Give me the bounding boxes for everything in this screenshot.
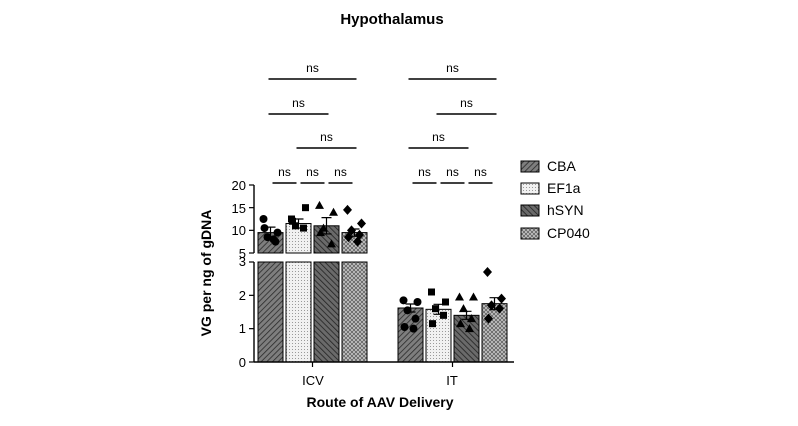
data-point-ef1a-icv-1 bbox=[302, 204, 309, 212]
data-point-ef1a-it-2 bbox=[432, 305, 439, 313]
significance-icv-cba-ef1a-label: ns bbox=[278, 165, 291, 179]
y-tick-label-upper-20: 20 bbox=[232, 178, 246, 193]
data-point-ef1a-it-0 bbox=[428, 288, 435, 296]
x-tick-label-it: IT bbox=[446, 373, 458, 388]
legend: CBA EF1a hSYN CP040 bbox=[520, 158, 590, 241]
data-point-cba-it-3 bbox=[411, 314, 420, 323]
significance-icv-ef1a-cp040-label: ns bbox=[320, 130, 333, 144]
axis-break-gap bbox=[246, 254, 376, 261]
data-point-hsyn-it-3 bbox=[467, 314, 476, 323]
bar-hsyn-it bbox=[453, 314, 480, 363]
legend-label-hsyn: hSYN bbox=[547, 202, 584, 218]
plot-area: ns ns ns ns ns ns ns ns ns ns ns ns bbox=[246, 61, 514, 367]
data-point-cp040-it-3 bbox=[495, 303, 504, 314]
y-tick-label-lower-0: 0 bbox=[239, 355, 246, 370]
data-point-cp040-icv-5 bbox=[353, 236, 362, 247]
data-point-cp040-icv-0 bbox=[343, 204, 352, 215]
data-point-ef1a-it-4 bbox=[429, 320, 436, 328]
data-point-cba-icv-5 bbox=[269, 235, 278, 244]
bar-ef1a-it bbox=[425, 308, 452, 363]
y-tick-label-lower-3: 3 bbox=[239, 254, 246, 269]
data-point-cp040-it-2 bbox=[487, 300, 496, 311]
bar-ef1a-icv-lower bbox=[285, 261, 312, 363]
data-point-cba-it-5 bbox=[409, 324, 418, 333]
data-point-hsyn-it-1 bbox=[469, 292, 478, 301]
y-tick-label-upper-5: 5 bbox=[239, 246, 246, 261]
data-point-cp040-it-0 bbox=[483, 267, 492, 277]
significance-it-cba-ef1a-label: ns bbox=[418, 165, 431, 179]
data-point-hsyn-icv-3 bbox=[327, 239, 336, 248]
legend-label-ef1a: EF1a bbox=[547, 180, 581, 196]
significance-it-ef1a-cp040-label: ns bbox=[460, 96, 473, 110]
data-point-cp040-icv-1 bbox=[357, 218, 366, 229]
chart-title: Hypothalamus bbox=[340, 11, 443, 28]
legend-swatch-cp040 bbox=[520, 227, 540, 240]
y-axis: 20 15 10 5 3 2 1 0 bbox=[232, 178, 246, 370]
data-point-hsyn-it-4 bbox=[456, 319, 465, 328]
data-point-cba-it-0 bbox=[399, 296, 408, 305]
data-point-cba-it-2 bbox=[403, 306, 412, 315]
data-point-hsyn-it-0 bbox=[455, 292, 464, 301]
significance-it-hsyn-cp040-label: ns bbox=[474, 165, 487, 179]
data-point-ef1a-icv-4 bbox=[289, 217, 296, 225]
data-point-ef1a-icv-2 bbox=[292, 222, 299, 230]
y-tick-label-lower-2: 2 bbox=[239, 288, 246, 303]
data-point-cp040-icv-4 bbox=[344, 232, 353, 243]
significance-it-ef1a-hsyn-label: ns bbox=[446, 165, 459, 179]
legend-label-cba: CBA bbox=[547, 158, 576, 174]
data-point-cp040-icv-2 bbox=[347, 225, 356, 236]
data-point-ef1a-it-1 bbox=[442, 298, 449, 306]
x-axis-title: Route of AAV Delivery bbox=[306, 394, 453, 410]
bar-cp040-it bbox=[481, 303, 508, 363]
data-point-cba-icv-1 bbox=[273, 228, 282, 237]
bar-cba-icv-lower bbox=[257, 261, 284, 363]
bar-hsyn-icv-lower bbox=[313, 261, 340, 363]
significance-icv-cba-hsyn-label: ns bbox=[292, 96, 305, 110]
legend-swatch-cba bbox=[520, 160, 540, 173]
x-tick-label-icv: ICV bbox=[302, 373, 324, 388]
data-point-cba-icv-4 bbox=[260, 224, 269, 233]
data-point-cba-icv-2 bbox=[263, 233, 272, 242]
bar-cba-it bbox=[397, 307, 424, 363]
significance-it-cba-cp040-label: ns bbox=[446, 61, 459, 75]
legend-swatch-hsyn bbox=[520, 204, 540, 217]
legend-swatch-ef1a bbox=[520, 182, 540, 195]
significance-icv-hsyn-cp040-label: ns bbox=[334, 165, 347, 179]
data-point-ef1a-it-3 bbox=[440, 311, 447, 319]
data-point-cba-icv-0 bbox=[259, 215, 268, 223]
y-tick-label-lower-1: 1 bbox=[239, 321, 246, 336]
data-point-cba-it-1 bbox=[413, 298, 422, 306]
data-point-hsyn-it-2 bbox=[459, 304, 468, 313]
data-point-hsyn-icv-1 bbox=[329, 207, 338, 216]
bar-cp040-icv-lower bbox=[341, 261, 368, 363]
data-point-cp040-it-1 bbox=[497, 293, 506, 304]
data-point-ef1a-icv-3 bbox=[300, 224, 307, 232]
data-point-hsyn-icv-4 bbox=[316, 228, 325, 237]
data-point-hsyn-it-5 bbox=[465, 324, 474, 333]
data-point-cp040-it-4 bbox=[484, 313, 493, 324]
y-axis-title: VG per ng of gDNA bbox=[198, 210, 214, 337]
data-point-cba-it-4 bbox=[400, 323, 409, 331]
y-tick-label-upper-10: 10 bbox=[232, 223, 246, 238]
y-tick-label-upper-15: 15 bbox=[232, 201, 246, 216]
significance-icv-ef1a-hsyn-label: ns bbox=[306, 165, 319, 179]
legend-label-cp040: CP040 bbox=[547, 225, 590, 241]
data-point-hsyn-icv-0 bbox=[315, 200, 324, 209]
significance-it-cba-hsyn-label: ns bbox=[432, 130, 445, 144]
significance-icv-cba-cp040-label: ns bbox=[306, 61, 319, 75]
